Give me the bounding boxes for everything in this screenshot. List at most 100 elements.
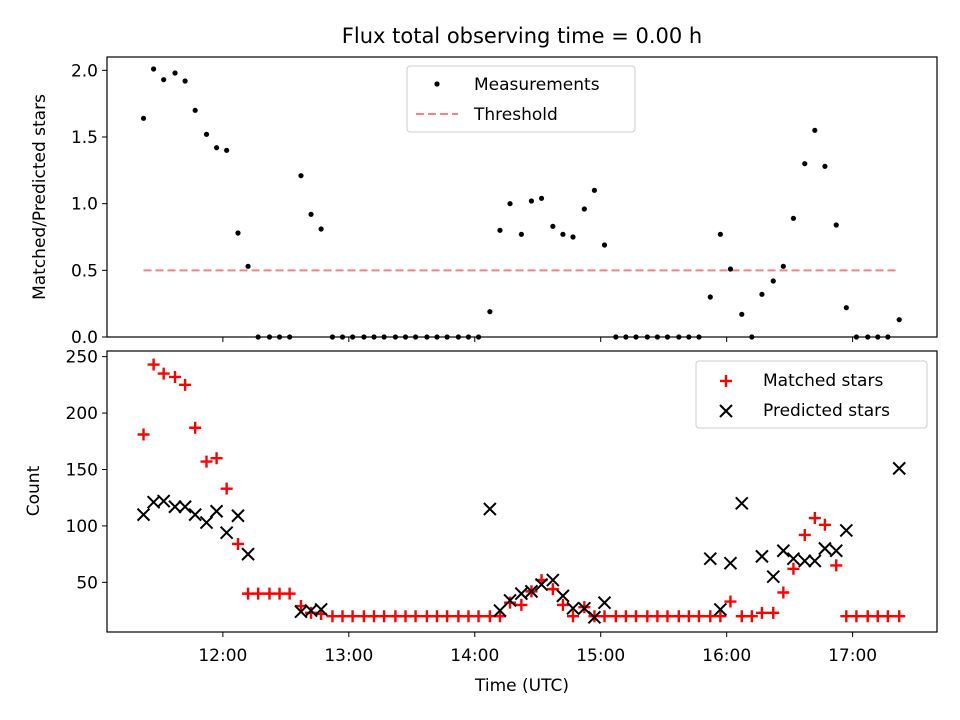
- x-tick-label: 12:00: [198, 646, 247, 666]
- bottom-legend: Matched stars Predicted stars: [695, 360, 928, 429]
- matched-star-point: [263, 587, 276, 600]
- matched-star-point: [399, 610, 412, 623]
- matched-star-point: [881, 610, 894, 623]
- matched-star-point: [147, 358, 160, 371]
- matched-star-point: [336, 610, 349, 623]
- matched-star-point: [462, 610, 475, 623]
- matched-star-point: [389, 610, 402, 623]
- matched-star-point: [808, 512, 821, 525]
- predicted-star-point: [587, 610, 602, 625]
- measurement-point: [192, 107, 198, 113]
- measurement-point: [833, 222, 839, 228]
- top-legend-box: [406, 65, 636, 133]
- matched-star-point: [682, 610, 695, 623]
- predicted-star-point: [524, 584, 539, 599]
- bottom-y-axis-label: Count: [24, 465, 44, 516]
- predicted-star-point: [735, 496, 749, 511]
- x-tick-label: 13:00: [324, 646, 373, 666]
- predicted-star-point: [534, 577, 549, 592]
- measurement-point: [224, 147, 230, 153]
- top-axes-frame: [106, 56, 938, 338]
- matched-star-point: [409, 610, 422, 623]
- measurement-point: [550, 223, 556, 229]
- matched-star-point: [326, 610, 339, 623]
- bottom-y-tick-label: 50: [76, 573, 98, 593]
- matched-star-point: [157, 367, 170, 380]
- predicted-star-point: [168, 500, 182, 514]
- measurement-point: [790, 215, 797, 221]
- matched-star-point: [515, 598, 528, 611]
- matched-star-point: [692, 610, 705, 623]
- predicted-legend-marker: [719, 404, 733, 418]
- predicted-star-point: [136, 507, 151, 522]
- measurement-point: [487, 309, 493, 315]
- predicted-star-point: [703, 551, 718, 566]
- matched-star-point: [598, 610, 611, 623]
- top-y-axis-label: Matched/Predicted stars: [30, 94, 50, 300]
- matched-star-point: [493, 610, 506, 623]
- bottom-panel: 50 100 150 200 250 12:00 13:00 14:00 15:00 16:00…: [24, 348, 938, 696]
- measurement-point: [318, 226, 324, 232]
- measurement-point: [560, 231, 566, 237]
- predicted-star-point: [314, 602, 328, 617]
- measurement-point: [727, 266, 734, 272]
- matched-star-point: [651, 610, 664, 623]
- matched-star-point: [357, 610, 370, 623]
- predicted-legend-label: Predicted stars: [763, 401, 890, 421]
- measurement-point: [896, 317, 902, 323]
- matched-star-point: [169, 370, 182, 383]
- matched-star-point: [714, 610, 727, 623]
- x-tick-label: 15:00: [576, 646, 625, 666]
- matched-star-point: [231, 537, 244, 550]
- x-tick-label: 17:00: [828, 646, 877, 666]
- top-y-axis: 0.0 0.5 1.0 1.5 2.0: [71, 61, 107, 348]
- bottom-y-tick-label: 250: [66, 348, 98, 368]
- measurement-point: [601, 242, 608, 248]
- top-x-axis: [222, 337, 854, 342]
- matched-star-point: [724, 595, 737, 608]
- predicted-star-point: [178, 500, 192, 514]
- predicted-star-point: [892, 461, 906, 476]
- matched-star-point: [504, 596, 517, 609]
- matched-star-point: [818, 518, 831, 531]
- matched-star-point: [242, 587, 255, 600]
- bottom-axes-frame: [106, 350, 938, 633]
- bottom-y-tick-label: 200: [66, 404, 98, 424]
- predicted-star-point: [776, 544, 791, 558]
- predicted-star-point: [503, 593, 517, 608]
- x-tick-label: 16:00: [702, 646, 751, 666]
- matched-star-point: [567, 610, 580, 623]
- measurement-point: [182, 78, 188, 84]
- bottom-x-axis: 12:00 13:00 14:00 15:00 16:00 17:00: [198, 632, 877, 666]
- measurement-point: [770, 278, 776, 284]
- measurement-point: [538, 195, 545, 201]
- matched-star-point: [704, 610, 717, 623]
- matched-star-point: [368, 610, 381, 623]
- matched-star-point: [252, 587, 265, 600]
- measurement-point: [308, 211, 314, 217]
- top-legend: Measurements Threshold: [406, 65, 636, 133]
- matched-star-point: [472, 610, 485, 623]
- measurement-point: [822, 163, 828, 169]
- predicted-star-point: [483, 502, 497, 516]
- predicted-star-point: [241, 547, 255, 561]
- matched-star-point: [179, 378, 192, 391]
- matched-star-point: [441, 610, 454, 623]
- matched-star-point: [546, 583, 559, 596]
- top-y-tick-label: 0.0: [71, 328, 98, 348]
- matched-star-point: [871, 610, 884, 623]
- bottom-plot-area: [136, 358, 906, 625]
- predicted-star-point: [808, 554, 822, 568]
- matched-star-point: [305, 606, 318, 619]
- matched-star-point: [294, 600, 307, 613]
- matched-star-point: [830, 559, 843, 572]
- x-tick-label: 14:00: [450, 646, 499, 666]
- measurement-point: [802, 161, 808, 167]
- matched-star-point: [619, 610, 632, 623]
- matched-star-point: [430, 610, 443, 623]
- measurement-point: [581, 206, 587, 212]
- predicted-star-point: [514, 586, 529, 601]
- bottom-y-tick-label: 100: [66, 517, 98, 537]
- measurement-point: [507, 201, 513, 207]
